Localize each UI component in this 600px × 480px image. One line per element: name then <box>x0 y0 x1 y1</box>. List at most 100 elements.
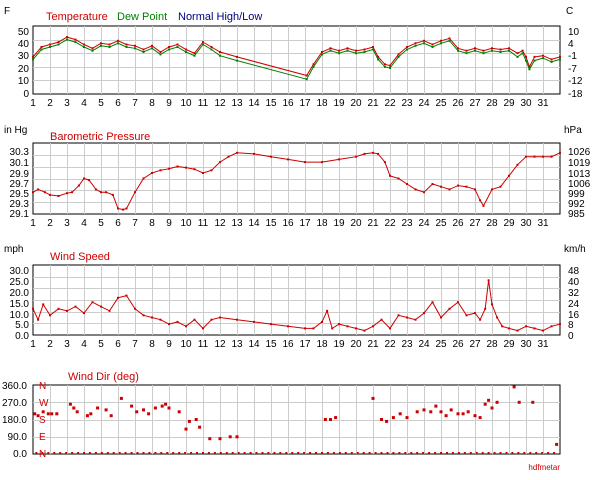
data-point <box>448 307 451 310</box>
wind-dir-point <box>50 412 54 416</box>
data-point <box>43 191 46 194</box>
data-point <box>321 161 323 164</box>
data-point <box>465 185 468 188</box>
data-point <box>377 55 380 58</box>
wind-dir-point <box>555 442 559 446</box>
data-point <box>542 329 544 332</box>
day-label: 15 <box>265 218 277 229</box>
data-point <box>389 327 391 330</box>
data-point <box>414 44 417 47</box>
day-label: 1 <box>30 218 36 229</box>
calm-marker <box>160 452 163 454</box>
data-point <box>287 325 289 328</box>
day-label: 8 <box>149 98 155 109</box>
calm-marker <box>493 452 496 454</box>
data-point <box>491 47 493 50</box>
data-point <box>193 54 196 57</box>
data-point <box>331 327 334 330</box>
data-point <box>326 309 329 312</box>
day-label: 31 <box>537 98 549 109</box>
tick-label: 10 <box>568 27 580 38</box>
calm-marker <box>404 452 407 454</box>
wind-dir-compass-labels: N W S E N <box>39 381 49 460</box>
tick-label: 24 <box>568 299 580 310</box>
wind-speed-title: Wind Speed <box>50 251 110 263</box>
calm-marker <box>71 452 74 454</box>
data-point <box>482 52 485 55</box>
data-point <box>525 155 527 158</box>
data-point <box>91 301 94 304</box>
data-point <box>423 39 425 42</box>
data-point <box>151 316 153 319</box>
data-point <box>406 48 408 51</box>
data-point <box>377 58 380 61</box>
data-point <box>550 325 553 328</box>
wind-dir-point <box>75 410 79 414</box>
day-label: 9 <box>166 98 172 109</box>
calm-marker <box>350 452 353 454</box>
day-label: 13 <box>231 218 243 229</box>
calm-marker <box>112 452 115 454</box>
data-point <box>363 48 366 51</box>
data-point <box>521 52 524 55</box>
data-point <box>312 63 315 66</box>
wind-dir-point <box>228 435 232 439</box>
data-point <box>202 41 204 44</box>
data-point <box>91 47 94 50</box>
data-point <box>372 46 374 48</box>
wind-dir-point <box>36 414 40 418</box>
calm-marker <box>475 452 478 454</box>
calm-marker <box>77 452 80 454</box>
data-point <box>117 296 119 299</box>
data-point <box>304 161 306 164</box>
data-point <box>542 54 544 57</box>
data-point <box>479 318 482 321</box>
calm-marker <box>59 452 62 454</box>
data-point <box>516 329 519 332</box>
calm-marker <box>106 452 109 454</box>
day-label: 14 <box>248 218 260 229</box>
calm-marker <box>434 452 437 454</box>
calm-marker <box>553 452 556 454</box>
wind-dir-panel: Wind Dir (deg) 360.0 270.0 180.0 90.0 0.… <box>2 371 561 472</box>
data-point <box>521 49 524 52</box>
calm-marker <box>154 452 157 454</box>
day-label: 27 <box>469 98 481 109</box>
wind-dir-point <box>456 412 460 416</box>
data-point <box>100 42 102 45</box>
wind-dir-title: Wind Dir (deg) <box>68 371 139 383</box>
day-label: 22 <box>384 339 396 350</box>
data-point <box>448 39 451 42</box>
tick-label: 4 <box>568 39 574 50</box>
calm-marker <box>315 452 317 454</box>
day-label: 26 <box>452 218 464 229</box>
day-label: 28 <box>486 218 498 229</box>
data-point <box>202 172 204 174</box>
data-point <box>108 309 111 312</box>
data-point <box>202 327 204 330</box>
wind-dir-point <box>177 410 181 414</box>
wind-dir-point <box>104 408 108 412</box>
wind-dir-point <box>444 414 448 418</box>
data-point <box>105 191 108 194</box>
data-point <box>94 188 97 191</box>
data-point <box>423 312 425 315</box>
day-label: 28 <box>486 98 498 109</box>
data-point <box>57 43 60 46</box>
data-point <box>338 52 340 55</box>
data-point <box>168 48 170 51</box>
data-point <box>74 41 77 44</box>
calm-marker <box>237 452 240 454</box>
data-point <box>397 55 400 58</box>
day-label: 5 <box>98 339 104 350</box>
data-point <box>176 43 179 46</box>
wind-dir-point <box>380 418 383 421</box>
data-point <box>100 44 102 47</box>
data-point <box>193 318 196 321</box>
data-point <box>484 307 487 310</box>
day-label: 21 <box>367 339 379 350</box>
wind-dir-point <box>531 400 535 404</box>
calm-marker <box>291 452 294 454</box>
day-label: 18 <box>316 218 328 229</box>
calm-marker <box>118 452 121 454</box>
